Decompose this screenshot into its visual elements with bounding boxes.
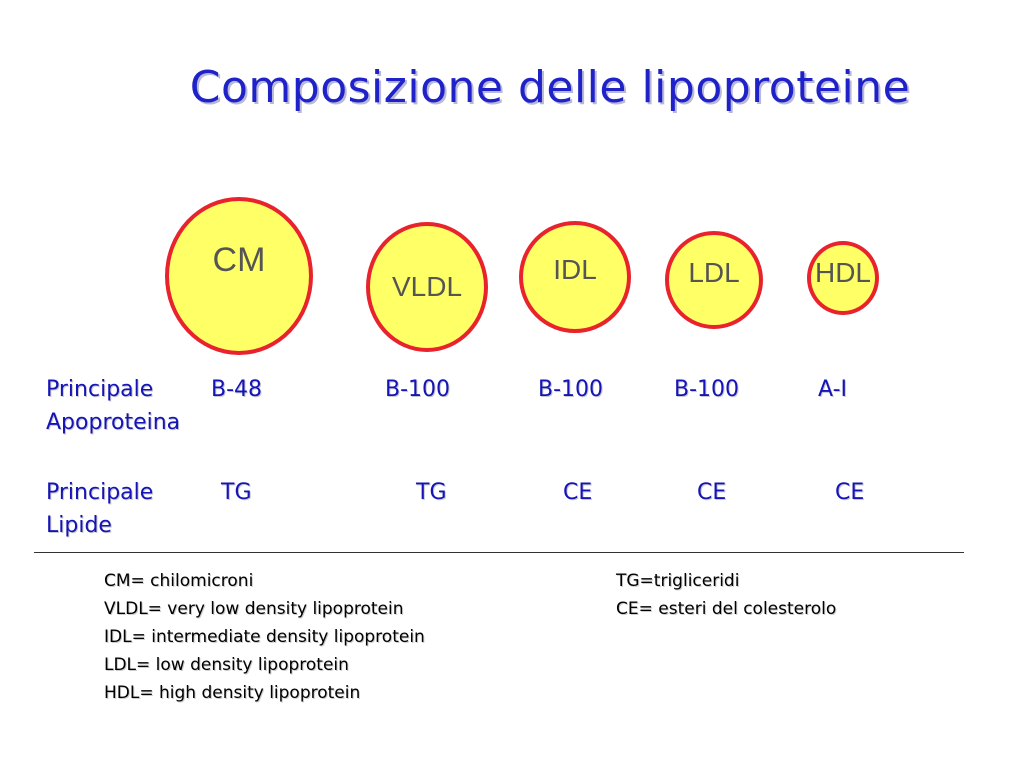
- legend-lipids: TG=trigliceridi CE= esteri del colestero…: [616, 567, 836, 623]
- apoprotein-value-cm: B-48: [211, 377, 263, 402]
- apoprotein-label-line2: Apoproteina: [46, 410, 181, 435]
- divider-line: [34, 552, 964, 553]
- lipid-value-cm: TG: [221, 480, 252, 505]
- lipid-value-idl: CE: [563, 480, 593, 505]
- apoprotein-label-line1: Principale: [46, 377, 154, 402]
- slide-title: Composizione delle lipoproteine: [189, 62, 911, 113]
- legend-abbreviations: CM= chilomicroni VLDL= very low density …: [104, 567, 425, 707]
- circle-ldl-label: LDL: [688, 257, 740, 288]
- apoprotein-value-idl: B-100: [538, 377, 604, 402]
- legend-item: LDL= low density lipoprotein: [104, 655, 349, 675]
- lipid-value-vldl: TG: [416, 480, 447, 505]
- lipid-label-line1: Principale: [46, 480, 154, 505]
- circle-idl: IDL: [519, 221, 631, 333]
- lipid-label-line2: Lipide: [46, 513, 112, 538]
- apoprotein-value-hdl: A-I: [818, 377, 847, 402]
- legend-item: CM= chilomicroni: [104, 571, 254, 591]
- lipid-value-ldl: CE: [697, 480, 727, 505]
- circle-vldl: VLDL: [366, 222, 488, 352]
- legend-item: VLDL= very low density lipoprotein: [104, 599, 404, 619]
- circle-ldl: LDL: [665, 231, 763, 329]
- circle-cm: CM: [165, 197, 313, 355]
- circle-vldl-label: VLDL: [391, 271, 463, 302]
- legend-item: CE= esteri del colesterolo: [616, 599, 837, 619]
- circle-hdl: HDL: [807, 241, 879, 315]
- lipid-value-hdl: CE: [835, 480, 865, 505]
- legend-item: HDL= high density lipoprotein: [104, 683, 361, 703]
- apoprotein-value-ldl: B-100: [674, 377, 740, 402]
- legend-item: TG=trigliceridi: [616, 571, 740, 591]
- legend-item: IDL= intermediate density lipoprotein: [104, 627, 425, 647]
- circle-hdl-label: HDL: [814, 257, 871, 288]
- circle-cm-label: CM: [212, 240, 266, 279]
- circle-idl-label: IDL: [553, 254, 597, 285]
- apoprotein-value-vldl: B-100: [385, 377, 451, 402]
